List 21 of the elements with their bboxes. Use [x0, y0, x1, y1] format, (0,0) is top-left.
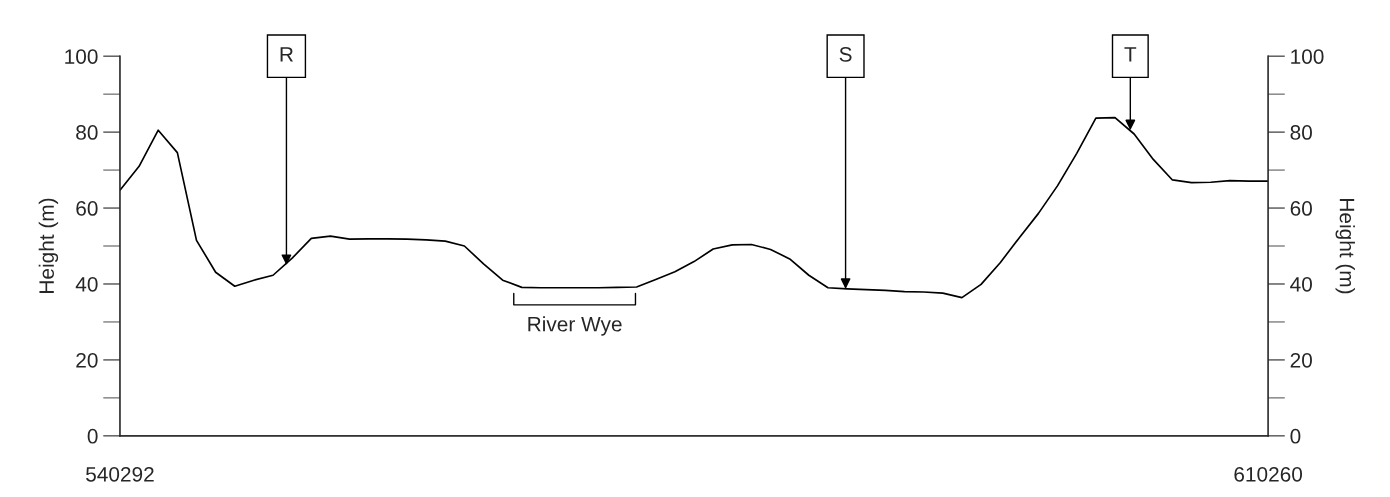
- annotation: River Wye: [528, 316, 622, 336]
- y-tick-label: 20: [76, 352, 98, 368]
- y-axis-title: Height (m): [38, 198, 59, 293]
- y2-tick-label: 40: [1290, 276, 1312, 292]
- annotation: R: [280, 47, 293, 62]
- annotation: S: [839, 47, 852, 62]
- line-series: [119, 116, 1269, 299]
- y2-tick-label: 0: [1290, 428, 1301, 444]
- y2-tick-label: 100: [1291, 49, 1324, 64]
- y2-axis-title: Height (m): [1335, 199, 1355, 294]
- y-tick-label: 80: [76, 125, 98, 140]
- annotation: T: [1124, 47, 1137, 62]
- y-tick-label: 0: [87, 428, 98, 444]
- y-tick-label: 60: [76, 201, 98, 216]
- y2-tick-label: 60: [1290, 201, 1312, 216]
- y-tick-label: 40: [75, 276, 98, 292]
- y2-tick-label: 20: [1290, 352, 1312, 368]
- y-tick-label: 100: [65, 49, 98, 64]
- x-tick-label: 610260: [1234, 466, 1303, 482]
- y2-tick-label: 80: [1290, 125, 1312, 140]
- x-tick-label: 540292: [86, 466, 154, 482]
